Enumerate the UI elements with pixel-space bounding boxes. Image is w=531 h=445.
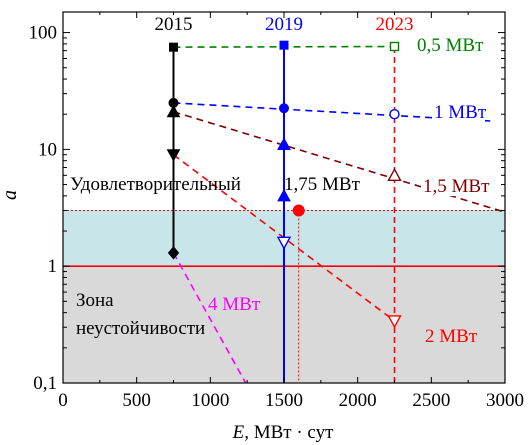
y-tick-label: 0,1 (33, 373, 57, 394)
series-label: 4 МВт (208, 294, 261, 315)
band-label-satisfactory: Удовлетворительный (70, 174, 241, 195)
marker-triangle-up (166, 104, 181, 118)
series-label: 2 МВт (425, 326, 478, 347)
series-label: 1,5 МВт (423, 176, 490, 197)
x-tick-label: 3000 (486, 390, 524, 411)
y-axis-label: a (0, 190, 21, 200)
data-markers (166, 40, 402, 329)
marker-triangle-up (277, 137, 291, 151)
band-label-unstable: Зона (76, 290, 114, 311)
x-tick-label: 1000 (191, 390, 229, 411)
year-label-2019: 2019 (265, 14, 303, 35)
y-tick-label: 10 (38, 139, 57, 160)
special-point-label: 1,75 МВт (284, 174, 361, 195)
series-label-bg (415, 35, 485, 55)
marker-square (169, 42, 178, 52)
series-label-bg (432, 102, 483, 122)
x-tick-label: 2000 (339, 390, 377, 411)
year-label-2023: 2023 (376, 14, 414, 35)
x-tick-label: 500 (122, 390, 151, 411)
x-tick-label: 2500 (412, 390, 450, 411)
marker-square (279, 40, 289, 50)
x-axis-label: E, МВт · сут (232, 422, 334, 443)
marker-triangle-down (276, 236, 292, 250)
x-tick-label: 1500 (265, 390, 303, 411)
marker-circle (279, 103, 289, 114)
series-label: 1 МВт (434, 102, 487, 123)
marker-triangle-down (166, 149, 181, 162)
series-line (172, 252, 247, 384)
y-tick-label: 100 (29, 23, 58, 44)
y-tick-label: 1 (48, 256, 58, 277)
series-line (173, 110, 506, 213)
marker-triangle-up (277, 188, 291, 202)
marker-square (389, 41, 400, 52)
special-point (292, 204, 305, 217)
series-label-bg (421, 176, 491, 196)
year-label-2015: 2015 (155, 14, 193, 35)
x-tick-label: 0 (58, 390, 68, 411)
marker-diamond (167, 246, 180, 260)
axes: 0 500 1000 1500 2000 2500 3000 0,1 1 10 100 (29, 11, 524, 411)
marker-circle (389, 109, 400, 120)
marker-triangle-up (387, 167, 402, 181)
band-label-unstable: неустойчивости (76, 318, 205, 339)
series-label: 0,5 МВт (417, 35, 484, 56)
marker-triangle-down (387, 315, 402, 329)
